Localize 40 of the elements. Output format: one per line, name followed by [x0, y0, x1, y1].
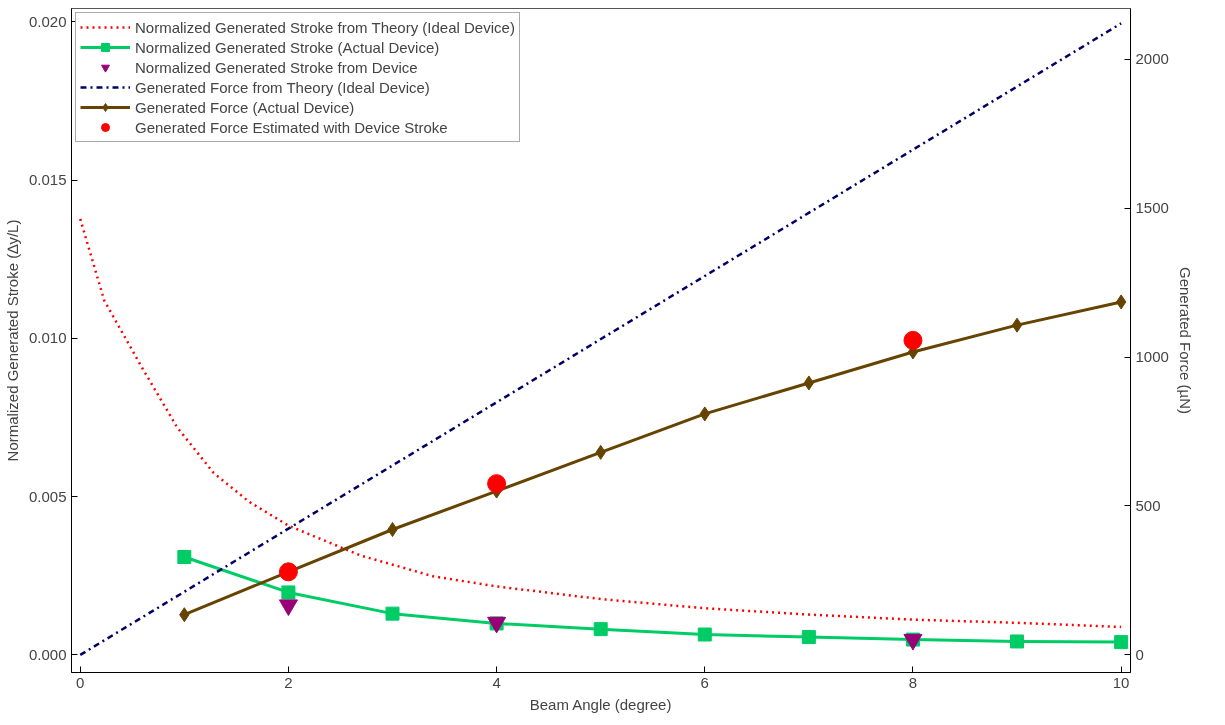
legend-label: Normalized Generated Stroke (Actual Device) [135, 38, 440, 56]
x-tick-label: 6 [700, 673, 709, 691]
point [281, 585, 296, 600]
y-axis-title: Normalized Generated Stroke (∆y/L) [3, 219, 21, 462]
y2-axis-title: Generated Force (µN) [1176, 266, 1194, 415]
y-tick-label: 0.015 [28, 171, 67, 189]
y2-tick-label: 0 [1135, 645, 1144, 663]
y2-tick-label: 1500 [1135, 199, 1169, 217]
point [1115, 294, 1127, 310]
point [803, 375, 815, 391]
legend-label: Normalized Generated Stroke from Device [135, 58, 418, 76]
point [487, 474, 507, 494]
point [1011, 317, 1023, 333]
y-tick-label: 0.005 [28, 487, 67, 505]
y-tick-label: 0.020 [28, 12, 67, 30]
point [801, 630, 816, 645]
point [903, 330, 923, 350]
x-tick-label: 0 [76, 673, 85, 691]
point [697, 627, 712, 642]
legend-label: Generated Force Estimated with Device Stroke [135, 118, 448, 136]
y2-tick-label: 1000 [1135, 348, 1169, 366]
x-tick-label: 8 [908, 673, 918, 691]
x-tick-label: 10 [1112, 673, 1130, 691]
legend-label: Generated Force from Theory (Ideal Device) [135, 78, 430, 96]
point [177, 549, 192, 564]
x-tick-label: 2 [284, 673, 293, 691]
y-tick-label: 0.000 [28, 645, 67, 663]
y-tick-label: 0.010 [28, 329, 67, 347]
y2-tick-label: 2000 [1135, 50, 1169, 68]
x-axis-title: Beam Angle (degree) [529, 695, 672, 713]
y2-tick-label: 500 [1135, 496, 1161, 514]
x-tick-label: 4 [492, 673, 501, 691]
legend-label: Generated Force (Actual Device) [135, 98, 355, 116]
line-series [78, 217, 1123, 629]
legend-label: Normalized Generated Stroke from Theory (Ideal Device) [135, 18, 515, 36]
point [385, 606, 400, 621]
point [1114, 635, 1129, 650]
point [278, 562, 298, 582]
point [593, 622, 608, 637]
point [1010, 634, 1025, 649]
